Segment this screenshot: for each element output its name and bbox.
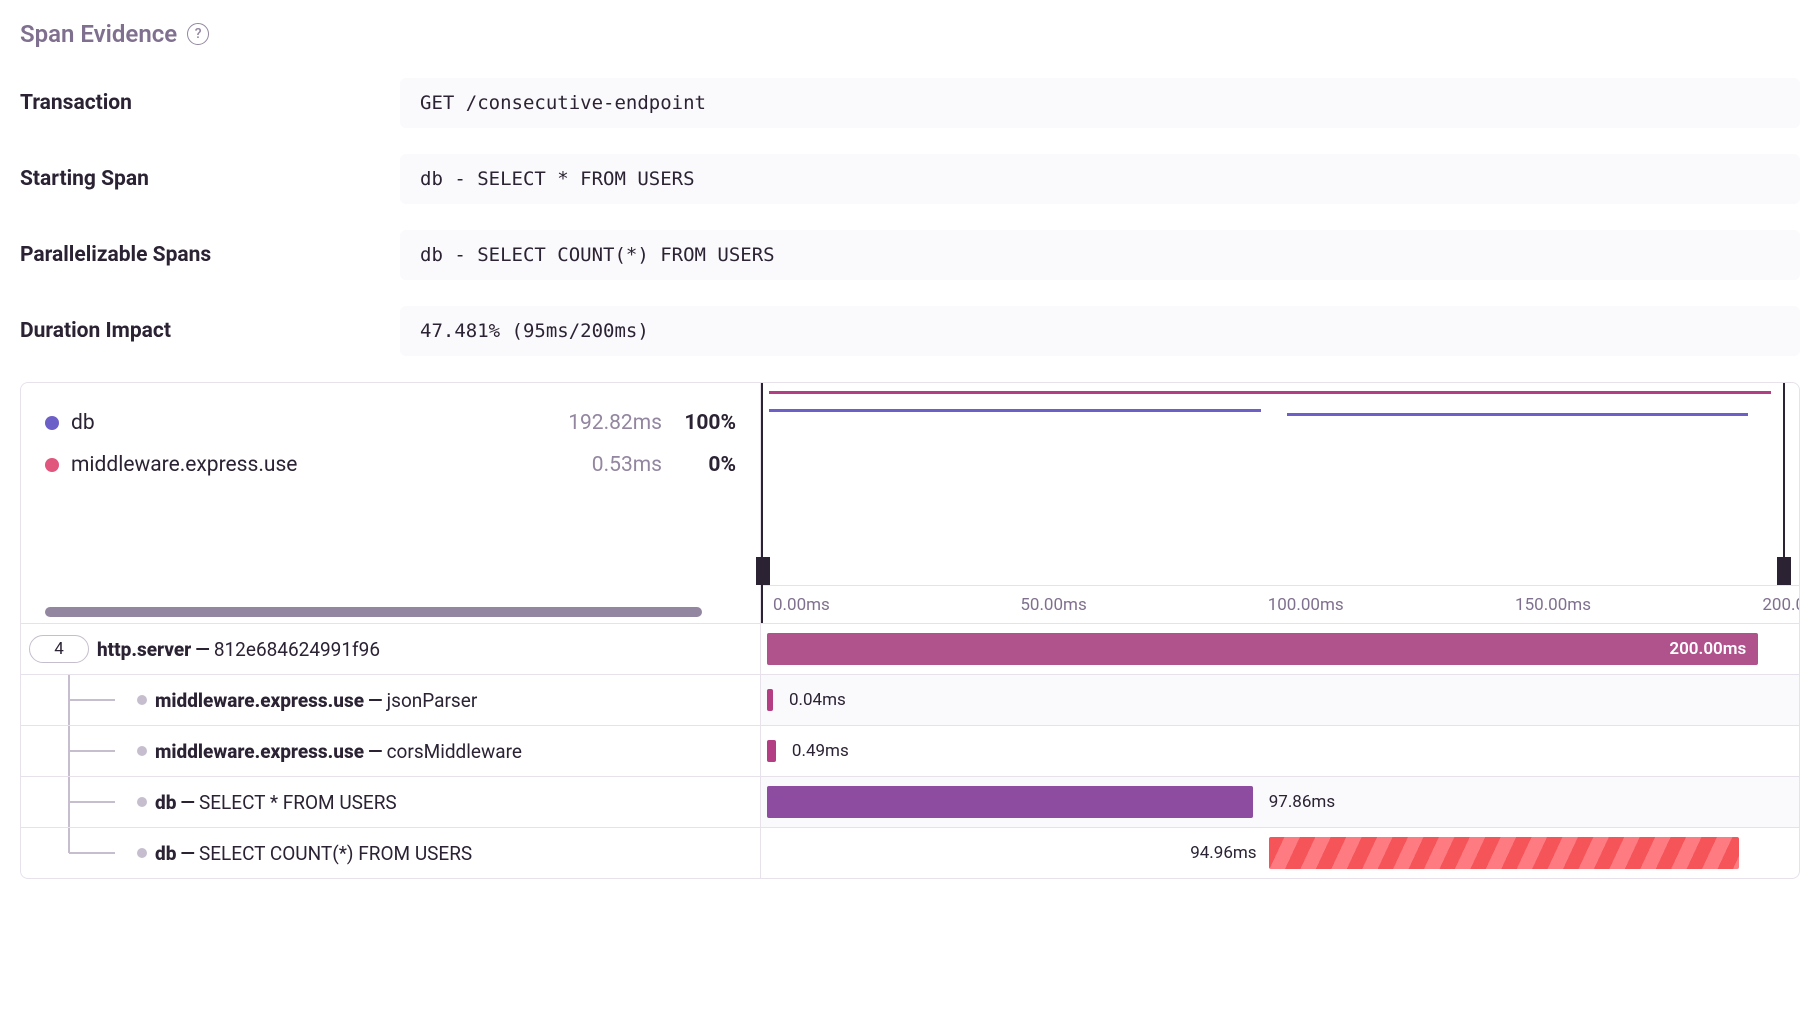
- legend-pct: 0%: [674, 453, 736, 477]
- span-bar-zone: 200.00ms: [761, 624, 1799, 674]
- evidence-label: Starting Span: [20, 167, 380, 191]
- overview-axis: 0.00ms 50.00ms 100.00ms 150.00ms 200.00ms: [763, 585, 1799, 623]
- span-row-label: db—SELECT COUNT(*) FROM USERS: [21, 828, 761, 878]
- legend-duration: 192.82ms: [542, 411, 662, 435]
- span-row[interactable]: middleware.express.use—jsonParser 0.04ms: [21, 674, 1799, 725]
- evidence-label: Parallelizable Spans: [20, 243, 380, 267]
- evidence-label: Transaction: [20, 91, 380, 115]
- span-row-label: db—SELECT * FROM USERS: [21, 777, 761, 827]
- span-op-desc: http.server—812e684624991f96: [97, 638, 380, 661]
- waterfall-legend: db 192.82ms 100% middleware.express.use 0.53…: [21, 383, 761, 623]
- legend-scrollbar[interactable]: [45, 607, 702, 617]
- axis-tick: 150.00ms: [1515, 595, 1591, 615]
- span-bar-duration: 0.04ms: [789, 690, 846, 710]
- span-bar[interactable]: [767, 689, 773, 711]
- legend-duration: 0.53ms: [542, 453, 662, 477]
- legend-dot: [45, 458, 59, 472]
- span-bar-zone: 97.86ms: [761, 777, 1799, 827]
- legend-name: db: [71, 411, 95, 435]
- span-bar-duration: 200.00ms: [1669, 639, 1746, 659]
- tree-connector: [29, 828, 129, 878]
- overview-handle-right[interactable]: [1777, 557, 1791, 585]
- tree-node-dot: [137, 797, 147, 807]
- tree-node-dot: [137, 848, 147, 858]
- span-row-label: 4 http.server—812e684624991f96: [21, 624, 761, 674]
- evidence-value: GET /consecutive-endpoint: [400, 78, 1800, 128]
- tree-node-dot: [137, 746, 147, 756]
- span-row[interactable]: db—SELECT * FROM USERS 97.86ms: [21, 776, 1799, 827]
- evidence-value: 47.481% (95ms/200ms): [400, 306, 1800, 356]
- span-op-desc: middleware.express.use—jsonParser: [155, 689, 477, 712]
- legend-pct: 100%: [674, 411, 736, 435]
- tree-connector: [29, 777, 129, 827]
- span-row-label: middleware.express.use—corsMiddleware: [21, 726, 761, 776]
- axis-tick: 50.00ms: [1020, 595, 1086, 615]
- evidence-row: Starting Span db - SELECT * FROM USERS: [20, 154, 1800, 204]
- overview-span-line: [769, 409, 1261, 412]
- legend-row: middleware.express.use 0.53ms 0%: [45, 453, 736, 477]
- span-bar[interactable]: [1269, 837, 1740, 869]
- span-bar-duration: 97.86ms: [1269, 792, 1335, 812]
- legend-name: middleware.express.use: [71, 453, 297, 477]
- overview-handle-left[interactable]: [756, 557, 770, 585]
- section-title-text: Span Evidence: [20, 20, 177, 48]
- evidence-value: db - SELECT * FROM USERS: [400, 154, 1800, 204]
- children-count-badge[interactable]: 4: [29, 635, 89, 663]
- tree-node-dot: [137, 695, 147, 705]
- legend-row: db 192.82ms 100%: [45, 411, 736, 435]
- evidence-label: Duration Impact: [20, 319, 380, 343]
- evidence-row: Parallelizable Spans db - SELECT COUNT(*)…: [20, 230, 1800, 280]
- span-op-desc: middleware.express.use—corsMiddleware: [155, 740, 522, 763]
- span-bar-zone: 94.96ms: [761, 828, 1799, 878]
- help-icon[interactable]: ?: [187, 23, 209, 45]
- span-row[interactable]: 4 http.server—812e684624991f96 200.00ms: [21, 623, 1799, 674]
- span-op-desc: db—SELECT COUNT(*) FROM USERS: [155, 842, 472, 865]
- span-row[interactable]: db—SELECT COUNT(*) FROM USERS 94.96ms: [21, 827, 1799, 878]
- span-bar-zone: 0.49ms: [761, 726, 1799, 776]
- axis-tick: 100.00ms: [1268, 595, 1344, 615]
- waterfall-panel: db 192.82ms 100% middleware.express.use 0.53…: [20, 382, 1800, 879]
- evidence-value: db - SELECT COUNT(*) FROM USERS: [400, 230, 1800, 280]
- span-row-label: middleware.express.use—jsonParser: [21, 675, 761, 725]
- axis-tick: 0.00ms: [773, 595, 830, 615]
- span-bar[interactable]: [767, 740, 776, 762]
- tree-connector: [29, 726, 129, 776]
- span-bar-duration: 94.96ms: [1190, 843, 1256, 863]
- span-evidence-table: Transaction GET /consecutive-endpoint Star…: [20, 78, 1800, 356]
- section-title: Span Evidence ?: [20, 20, 1800, 48]
- overview-span-line: [769, 391, 1770, 394]
- evidence-row: Transaction GET /consecutive-endpoint: [20, 78, 1800, 128]
- span-op-desc: db—SELECT * FROM USERS: [155, 791, 397, 814]
- span-bar[interactable]: [767, 786, 1253, 818]
- overview-span-line: [1287, 413, 1748, 416]
- waterfall-overview[interactable]: 0.00ms 50.00ms 100.00ms 150.00ms 200.00ms: [761, 383, 1799, 623]
- span-bar-zone: 0.04ms: [761, 675, 1799, 725]
- legend-dot: [45, 416, 59, 430]
- evidence-row: Duration Impact 47.481% (95ms/200ms): [20, 306, 1800, 356]
- span-bar-duration: 0.49ms: [792, 741, 849, 761]
- span-bar[interactable]: 200.00ms: [767, 633, 1758, 665]
- span-row[interactable]: middleware.express.use—corsMiddleware 0.4…: [21, 725, 1799, 776]
- axis-tick: 200.00ms: [1762, 595, 1800, 615]
- tree-connector: [29, 675, 129, 725]
